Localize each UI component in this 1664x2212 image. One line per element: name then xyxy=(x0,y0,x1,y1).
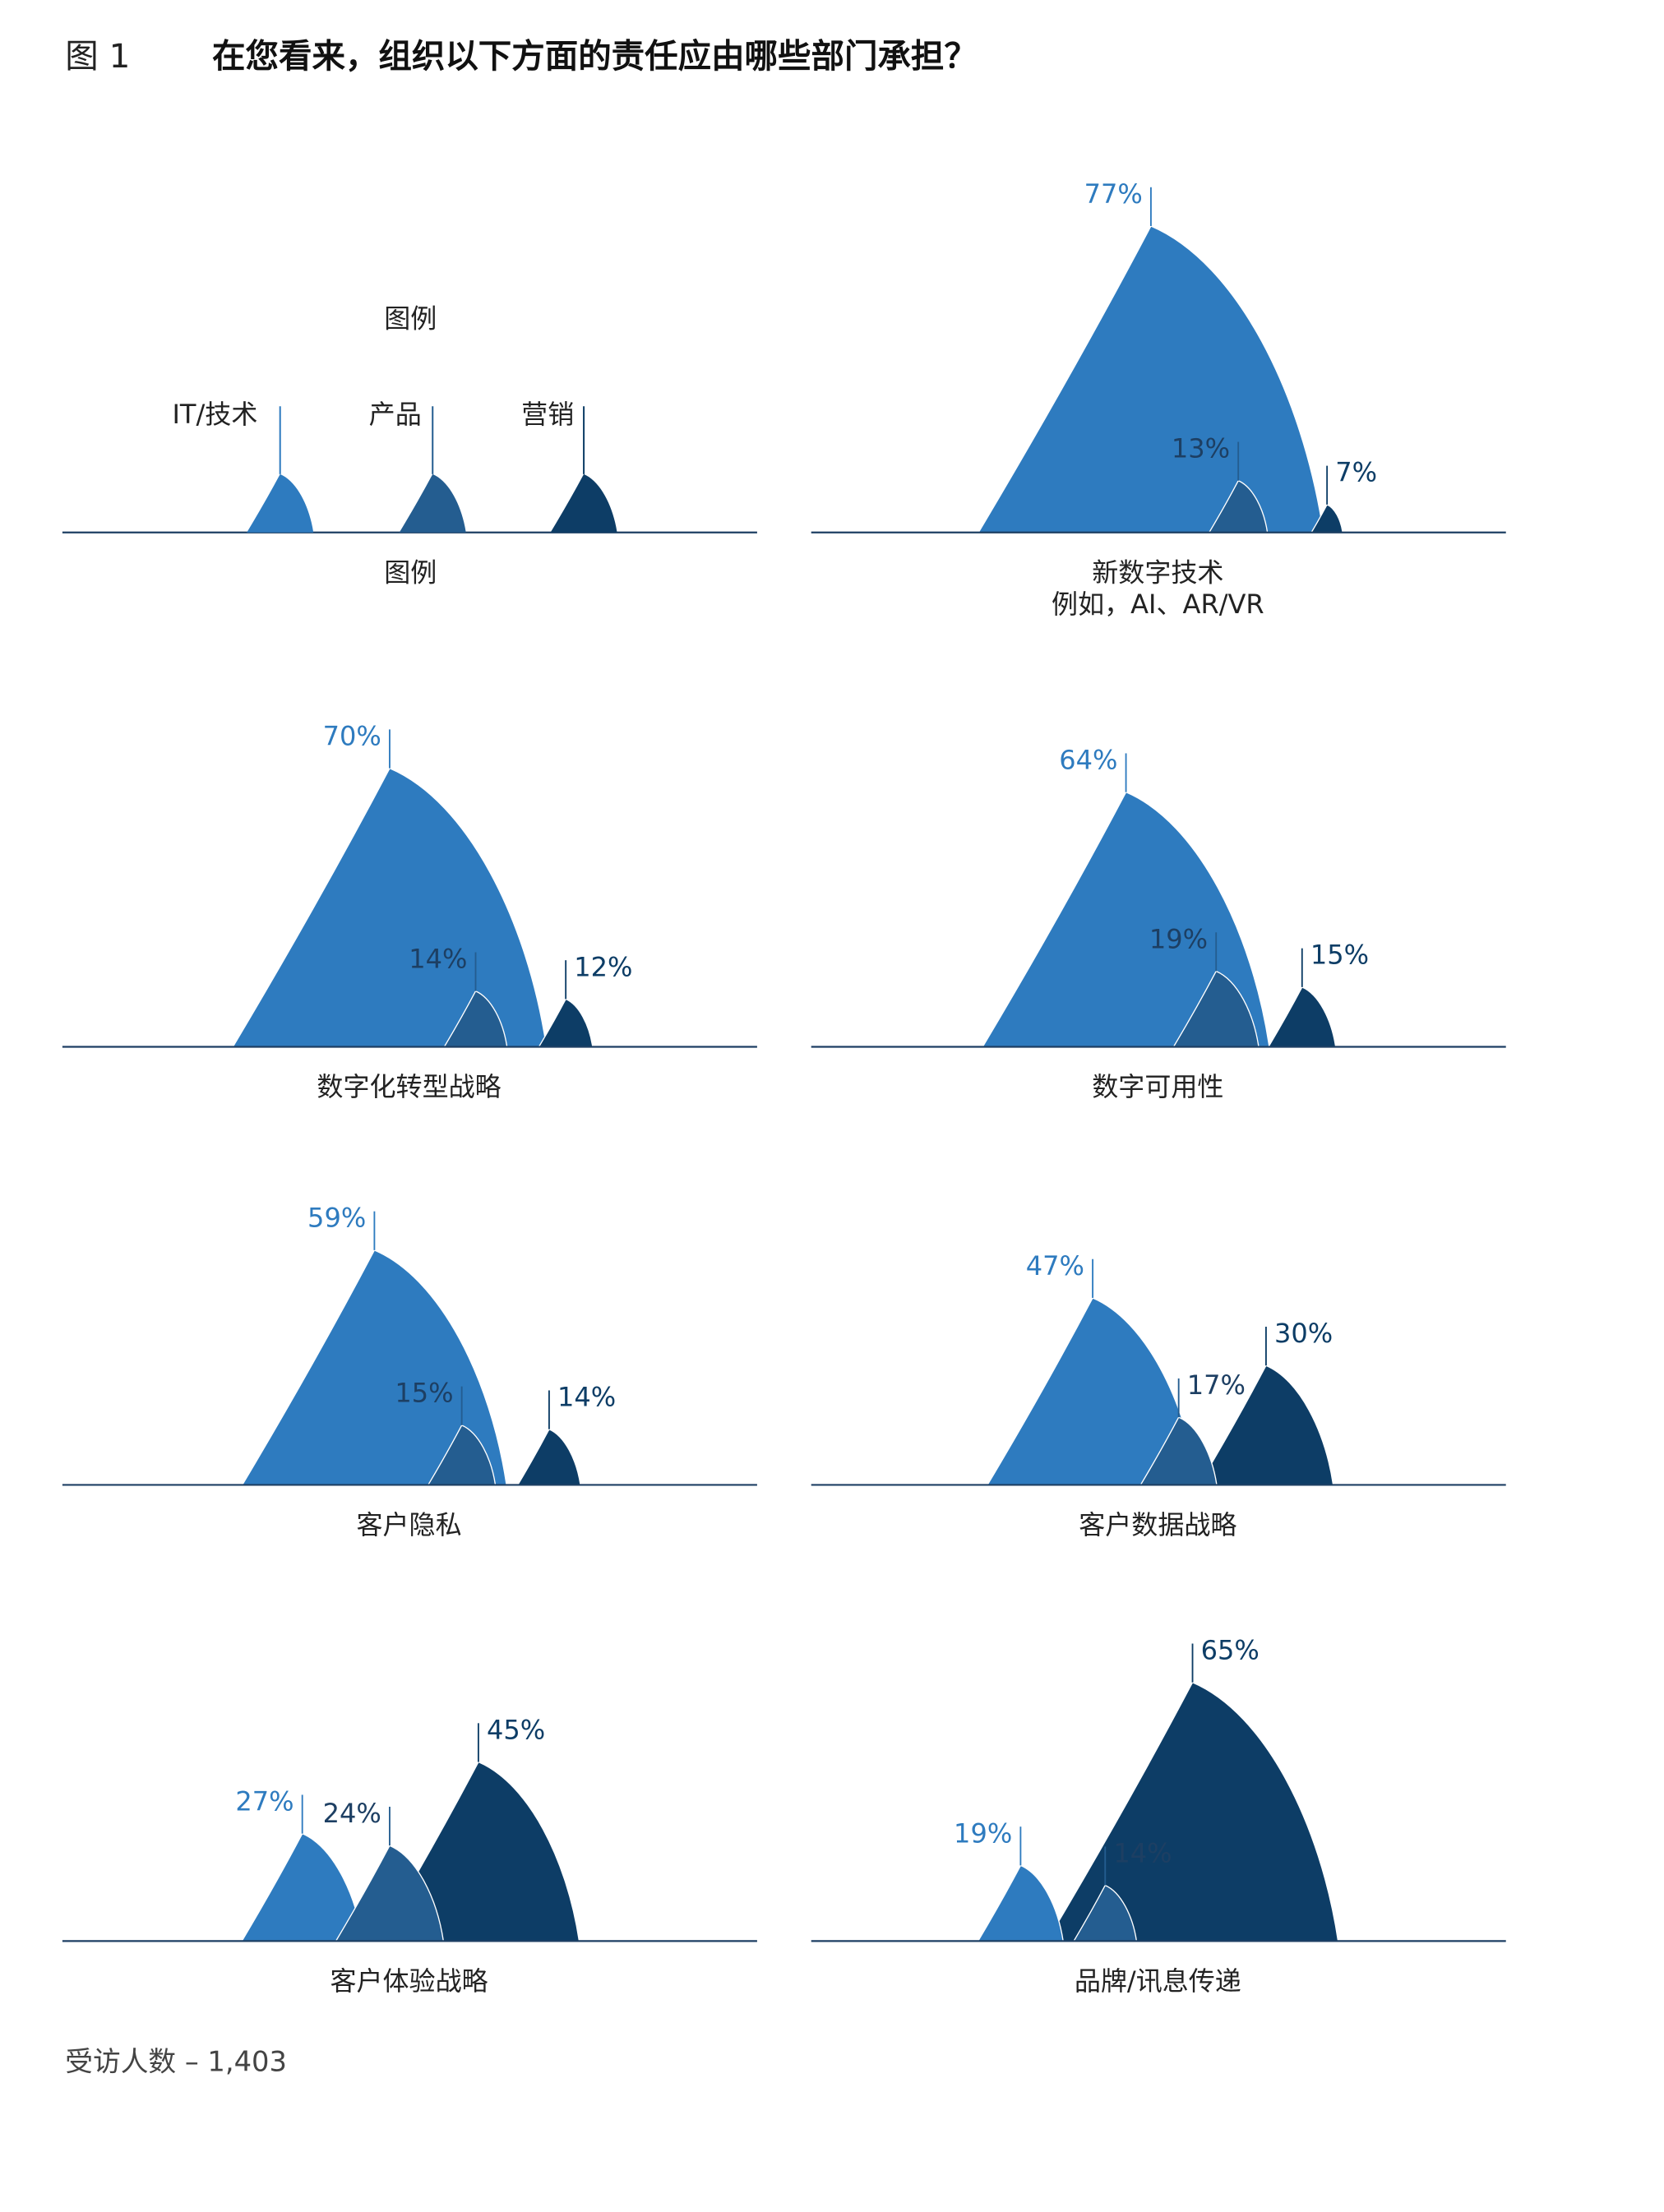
chart-title: 客户体验战略 xyxy=(330,1965,488,1997)
peak xyxy=(335,1845,445,1942)
value-label: 47% xyxy=(1026,1250,1084,1281)
figure-label: 图 1 xyxy=(65,36,130,76)
peak xyxy=(427,1424,497,1486)
chart-title: 品牌/讯息传递 xyxy=(1075,1965,1241,1997)
figure-title: 在您看来，组织以下方面的责任应由哪些部门承担？ xyxy=(212,36,978,76)
legend-label: 产品 xyxy=(369,399,422,430)
value-label: 59% xyxy=(307,1203,366,1234)
peak xyxy=(1208,479,1269,533)
chart-title: 数字可用性 xyxy=(1092,1071,1223,1102)
peak xyxy=(241,1249,507,1486)
chart-title: 新数字技术 xyxy=(1092,556,1223,588)
value-label: 65% xyxy=(1201,1635,1260,1666)
legend-swatch xyxy=(399,473,466,533)
chart-title: 客户数据战略 xyxy=(1079,1509,1236,1540)
peak xyxy=(1267,986,1337,1048)
value-label: 45% xyxy=(487,1714,545,1745)
peak xyxy=(538,998,594,1048)
peak xyxy=(977,1864,1064,1942)
legend-title: 图例 xyxy=(384,303,437,335)
chart-subtitle: 例如，AI、AR/VR xyxy=(1052,589,1264,620)
legend-label: IT/技术 xyxy=(172,399,257,430)
value-label: 24% xyxy=(323,1798,381,1829)
peak xyxy=(1046,1681,1339,1942)
peak xyxy=(240,1832,364,1942)
peak xyxy=(443,990,508,1048)
value-label: 12% xyxy=(574,951,632,982)
value-label: 15% xyxy=(395,1378,453,1409)
value-label: 19% xyxy=(1149,923,1208,954)
peak xyxy=(1310,503,1343,533)
peak xyxy=(982,791,1270,1048)
value-label: 77% xyxy=(1084,178,1143,210)
value-label: 7% xyxy=(1335,457,1377,488)
value-label: 14% xyxy=(409,944,467,975)
chart-title: 数字化转型战略 xyxy=(317,1071,501,1102)
legend-swatch xyxy=(550,473,617,533)
peak xyxy=(232,767,548,1048)
value-label: 17% xyxy=(1187,1369,1246,1401)
value-label: 14% xyxy=(557,1382,616,1413)
footnote: 受访人数 – 1,403 xyxy=(65,2045,287,2077)
peak xyxy=(1139,1416,1218,1486)
peak xyxy=(978,225,1324,533)
chart-title: 客户隐私 xyxy=(356,1509,461,1540)
legend-swatch xyxy=(247,473,314,533)
peak xyxy=(1072,1884,1138,1942)
value-label: 15% xyxy=(1310,940,1369,971)
peak xyxy=(1198,1365,1334,1486)
value-label: 14% xyxy=(1113,1838,1172,1869)
value-label: 64% xyxy=(1059,745,1117,776)
value-label: 19% xyxy=(954,1817,1012,1849)
legend-label: 营销 xyxy=(521,399,574,430)
value-label: 13% xyxy=(1172,433,1230,464)
legend-caption: 图例 xyxy=(384,556,437,588)
peak xyxy=(516,1428,581,1486)
value-label: 27% xyxy=(235,1786,294,1817)
value-label: 70% xyxy=(323,721,381,752)
peak xyxy=(1172,970,1260,1048)
value-label: 30% xyxy=(1274,1318,1333,1349)
